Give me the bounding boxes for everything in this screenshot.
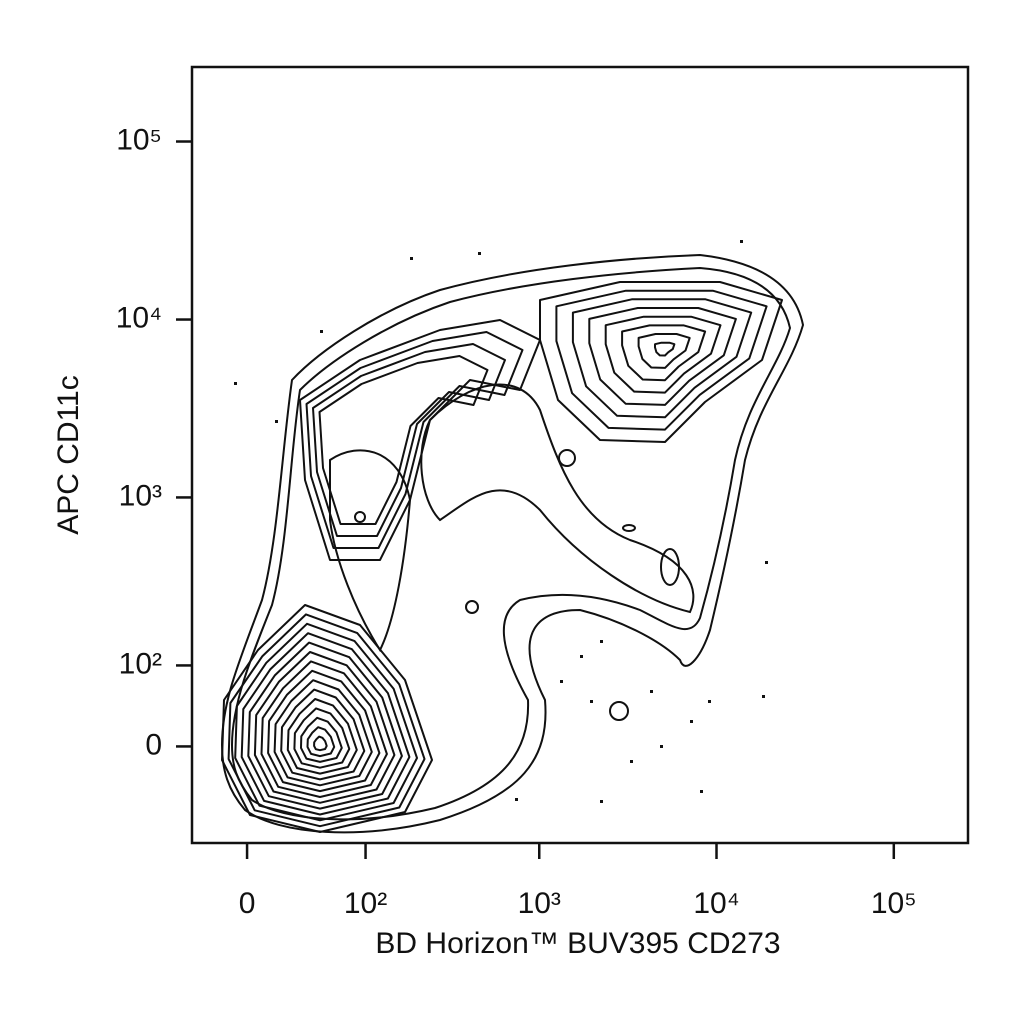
event-dot	[690, 720, 693, 723]
contour	[621, 324, 707, 382]
x-tick-label: 0	[239, 887, 256, 920]
contour	[558, 449, 576, 467]
event-dot	[560, 680, 563, 683]
contour	[221, 604, 433, 833]
contour	[280, 688, 366, 781]
contour	[622, 524, 636, 532]
y-tick-label: 10⁴	[116, 301, 162, 334]
contour	[286, 698, 358, 775]
x-axis-label: BD Horizon™ BUV395 CD273	[375, 927, 780, 960]
event-dot	[275, 420, 278, 423]
event-dot	[590, 700, 593, 703]
contour	[609, 701, 629, 721]
x-tick-label: 10⁵	[871, 887, 917, 920]
event-dot	[478, 252, 481, 255]
event-dot	[410, 257, 413, 260]
y-axis-label: APC CD11c	[52, 375, 85, 535]
event-dot	[600, 800, 603, 803]
contour	[637, 333, 691, 369]
event-dot	[600, 640, 603, 643]
event-dot	[765, 561, 768, 564]
contour	[654, 341, 676, 357]
contour	[329, 449, 412, 653]
y-tick-label: 10²	[119, 647, 162, 680]
event-dot	[580, 655, 583, 658]
contour	[420, 383, 695, 614]
y-tick-label: 0	[145, 728, 162, 761]
contour	[230, 266, 792, 821]
x-tick-label: 10²	[344, 887, 387, 920]
event-dot	[515, 798, 518, 801]
contour	[300, 716, 343, 763]
contour	[220, 253, 805, 834]
contour	[247, 641, 403, 810]
event-dot	[708, 700, 711, 703]
x-tick-label: 10⁴	[693, 887, 739, 920]
contour	[260, 660, 388, 798]
x-tick-label: 10³	[518, 887, 561, 920]
event-dot	[700, 790, 703, 793]
y-tick-label: 10³	[119, 479, 162, 512]
contour	[313, 735, 328, 752]
contour	[267, 669, 381, 793]
contour	[234, 622, 418, 822]
event-dot	[740, 240, 743, 243]
event-dot	[234, 382, 237, 385]
contour	[465, 600, 479, 614]
event-dot	[320, 330, 323, 333]
contour	[240, 632, 411, 816]
event-dot	[762, 695, 765, 698]
contour	[539, 281, 783, 443]
y-tick-label: 10⁵	[116, 123, 162, 156]
contour	[293, 707, 351, 769]
contour	[312, 343, 506, 537]
contour	[273, 679, 373, 787]
contour	[306, 726, 336, 758]
contour-plot	[220, 240, 805, 834]
contour	[604, 315, 722, 394]
contour	[555, 289, 768, 431]
event-dot	[630, 760, 633, 763]
event-dot	[650, 690, 653, 693]
contour	[227, 613, 426, 828]
contour	[305, 331, 524, 549]
contour	[354, 511, 366, 523]
contour	[299, 319, 541, 561]
event-dot	[660, 745, 663, 748]
contour	[318, 355, 489, 525]
contour	[588, 307, 737, 406]
contour	[253, 651, 396, 804]
plot-frame	[190, 65, 970, 845]
contour	[660, 548, 680, 586]
contour	[571, 298, 753, 419]
